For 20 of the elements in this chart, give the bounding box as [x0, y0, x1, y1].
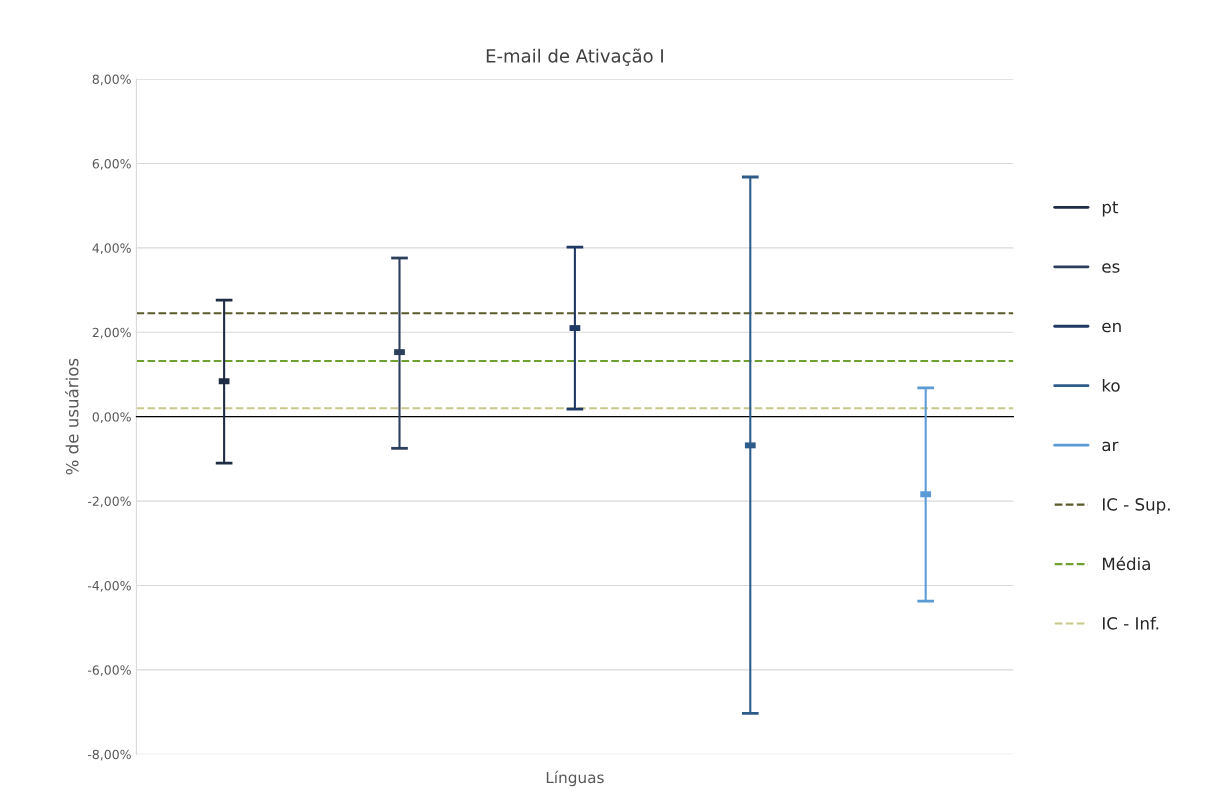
y-tick-label: 4,00% — [92, 243, 131, 255]
legend-label: Média — [1102, 556, 1150, 571]
legend-label: ar — [1102, 441, 1119, 452]
legend-label: es — [1102, 263, 1120, 273]
y-tick-label: 0,00% — [92, 412, 131, 423]
legend-label: ko — [1102, 378, 1120, 392]
chart-title: E-mail de Ativação I — [486, 48, 663, 66]
legend-label: pt — [1102, 201, 1119, 217]
legend-label: en — [1102, 322, 1121, 333]
y-axis-title: % de usuários — [64, 358, 79, 475]
x-axis-title: Línguas — [546, 770, 604, 787]
y-tick-label: -4,00% — [87, 580, 131, 592]
legend-label: IC - Sup. — [1102, 498, 1170, 514]
y-tick-label: 2,00% — [92, 327, 131, 339]
y-tick-label: 8,00% — [92, 74, 131, 86]
y-tick-label: -8,00% — [87, 749, 131, 761]
y-tick-label: 6,00% — [92, 158, 131, 170]
y-tick-label: -2,00% — [87, 496, 131, 508]
legend-label: IC - Inf. — [1102, 616, 1159, 630]
y-tick-label: -6,00% — [87, 665, 131, 677]
